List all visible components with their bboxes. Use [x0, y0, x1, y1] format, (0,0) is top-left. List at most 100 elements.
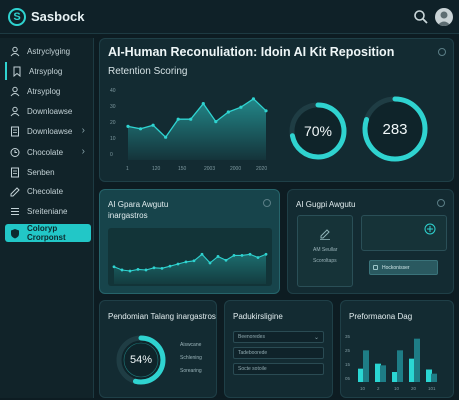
edit-icon[interactable]	[318, 227, 332, 241]
pendomian-legend-1: Aiswcane	[180, 342, 202, 348]
ai-gpara-point	[208, 261, 212, 265]
person-icon	[9, 86, 21, 96]
preformaona-ytick: 35	[345, 334, 351, 339]
ai-gpara-point	[264, 252, 268, 256]
sidebar-item-sreiteniane[interactable]: Sreiteniane	[5, 202, 91, 220]
preformaona-xtick: 10	[394, 386, 400, 391]
sidebar-item-label: Atrsyplog	[29, 66, 63, 76]
retention-ytick: 40	[110, 88, 116, 94]
ai-gpara-chart	[108, 228, 272, 286]
sidebar-item-checolate[interactable]: Checolate	[5, 182, 91, 200]
sidebar-item-label: Downloawse	[27, 126, 73, 136]
pen-icon	[9, 186, 21, 196]
socte-sotoile-field[interactable]: Socte sotoile	[233, 363, 324, 375]
sidebar-item-downloawse[interactable]: Downloawse	[5, 102, 91, 120]
retention-point	[226, 110, 230, 114]
page-title: AI-Human Reconuliation: Idoin AI Kit Rep…	[108, 45, 395, 59]
ai-gpara-point	[136, 268, 140, 271]
retention-point	[164, 135, 168, 139]
pendomian-legend-3: Sorearing	[180, 368, 202, 374]
retention-chart: 40 30 20 10 0 1 120 150 2003 2000 2020	[110, 88, 268, 172]
tadeboorede-field[interactable]: Tadeboorede	[233, 347, 324, 359]
s-logo-icon: S	[8, 8, 26, 26]
shield-icon	[9, 228, 21, 238]
pendomian-value: 54%	[129, 354, 153, 366]
options-icon[interactable]	[438, 48, 446, 56]
chevron-right-icon: ›	[81, 146, 85, 157]
retention-ytick: 30	[110, 104, 116, 110]
ai-gugpi-caption-1: AM Seullar	[313, 247, 338, 253]
sidebar-item-coloryp-crorponst[interactable]: Coloryp Crorponst	[5, 224, 91, 242]
sidebar-item-astryclyging[interactable]: Astryclyging	[5, 42, 91, 60]
ai-gugpi-options-icon[interactable]	[437, 199, 445, 207]
bookmark-icon	[11, 66, 23, 77]
top-bar: S Sasbock	[0, 0, 459, 34]
ai-gpara-point	[256, 256, 260, 259]
sidebar-item-label: Chocolate	[27, 147, 64, 157]
ai-gpara-title: AI Gpara Awgutu inargastros	[108, 200, 169, 220]
hockonisser-button[interactable]: Hockonisser	[369, 260, 438, 275]
sidebar-item-label: Sreiteniane	[27, 206, 68, 216]
preformaona-bar	[392, 372, 398, 382]
retention-xtick: 2000	[230, 166, 241, 172]
preformaona-ytick: 15	[345, 362, 351, 367]
sidebar-item-chocolate[interactable]: Chocolate ›	[5, 143, 91, 161]
beenoredes-select[interactable]: Beenoredes	[233, 331, 324, 343]
retention-point	[239, 105, 243, 109]
sidebar-item-atrsyplog[interactable]: Atrsyplog	[5, 82, 91, 100]
retention-xtick: 120	[152, 166, 161, 172]
retention-area	[128, 98, 266, 160]
pendomian-donut	[116, 335, 166, 385]
sidebar-item-atrsyplog[interactable]: Atrsyplog	[5, 62, 91, 80]
retention-ytick: 0	[110, 152, 113, 158]
retention-point	[151, 123, 155, 127]
ai-gpara-point	[200, 252, 204, 256]
retention-point	[138, 127, 143, 131]
retention-line	[127, 97, 267, 139]
retention-ytick: 20	[110, 120, 116, 126]
sidebar-item-label: Coloryp Crorponst	[27, 224, 66, 242]
retention-point	[189, 117, 193, 121]
document-icon	[9, 126, 21, 136]
preformaona-xtick: 2	[377, 386, 380, 391]
sidebar-item-label: Senben	[27, 167, 55, 177]
ai-gugpi-title: AI Gugpi Awgutu	[296, 200, 356, 209]
sidebar-item-label: Downloawse	[27, 106, 73, 116]
ai-gpara-options-icon[interactable]	[263, 199, 271, 207]
padukirsligine-title: Padukirsligine	[233, 312, 283, 321]
person-icon	[9, 46, 21, 56]
sidebar-item-senben[interactable]: Senben	[5, 163, 91, 181]
user-avatar-icon[interactable]	[435, 8, 453, 26]
sidebar-item-downloawse[interactable]: Downloawse ›	[5, 122, 91, 140]
ai-gpara-point	[184, 260, 188, 264]
retention-xtick: 1	[126, 166, 129, 172]
preformaona-ytick: 25	[345, 348, 351, 353]
ai-gpara-point	[144, 268, 148, 272]
ai-gpara-point	[168, 264, 172, 268]
preformaona-bar	[409, 358, 415, 382]
socte-sotoile-value: Socte sotoile	[238, 366, 267, 372]
ai-gpara-point	[224, 258, 228, 262]
preformaona-bar	[358, 368, 364, 382]
add-icon[interactable]	[424, 223, 436, 235]
sidebar	[0, 38, 94, 398]
chevron-right-icon: ›	[81, 125, 85, 136]
retention-scoring-label: Retention Scoring	[108, 66, 188, 77]
retention-xtick: 2003	[204, 166, 215, 172]
retention-point	[264, 109, 268, 113]
search-icon[interactable]	[413, 9, 429, 25]
retention-point	[176, 117, 180, 121]
retention-point	[201, 102, 205, 106]
retention-xtick: 2020	[256, 166, 267, 172]
preformaona-bar	[397, 350, 403, 382]
preformaona-bar-chart: 35 25 15 05 10 2 10 20 101	[345, 334, 437, 391]
list-icon	[9, 206, 21, 216]
ai-gpara-point	[232, 253, 236, 257]
ai-gpara-point	[128, 269, 132, 273]
beenoredes-value: Beenoredes	[238, 334, 265, 340]
ai-gugpi-panel	[297, 215, 353, 287]
retention-ytick: 10	[110, 136, 116, 142]
tadeboorede-value: Tadeboorede	[238, 350, 268, 356]
ai-gpara-point	[112, 265, 116, 269]
preformaona-xtick: 101	[428, 386, 436, 391]
